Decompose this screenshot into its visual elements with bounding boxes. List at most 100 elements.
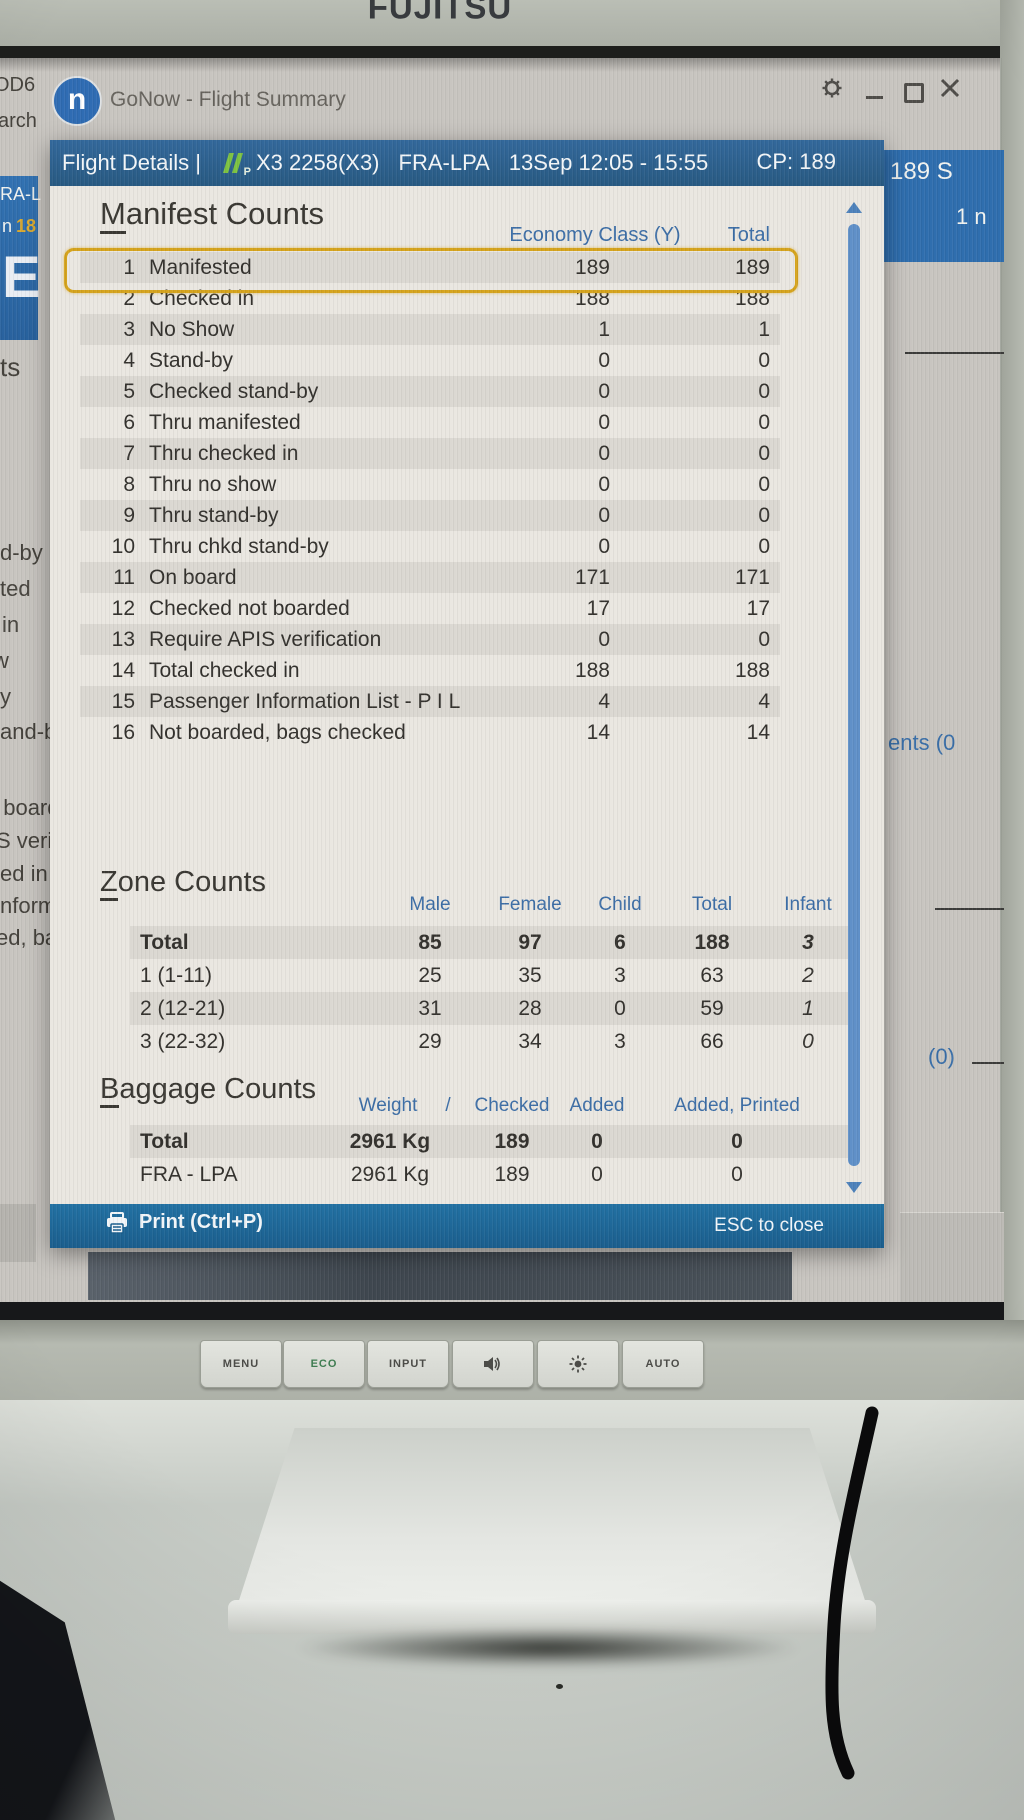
c-eco: 0 [598,628,610,651]
z5: 3 [802,931,814,954]
b1: 2961 Kg [350,1163,430,1186]
c-tot: 0 [758,473,770,496]
c-num: 13 [111,628,135,651]
manifest-row[interactable]: 6 Thru manifested 0 0 [80,407,780,438]
b4: 0 [731,1163,743,1186]
desk-speck [556,1684,563,1689]
manifest-row[interactable]: 1 Manifested 189 189 [80,252,780,283]
background-fragment: E [2,245,41,310]
scrollbar[interactable] [845,196,863,1196]
c-num: 10 [111,535,135,558]
manifest-row[interactable]: 12 Checked not boarded 17 17 [80,593,780,624]
c-eco: 14 [586,721,610,744]
c-tot: 189 [734,256,770,279]
background-dark-band [88,1252,792,1300]
z4: 66 [700,1030,724,1053]
dialog-header[interactable]: Flight Details | P X3 2258(X3) FRA-LPA 1… [50,140,884,186]
c-tot: 0 [758,349,770,372]
z0: 1 (1-11) [140,964,212,987]
z0: 2 (12-21) [140,997,226,1020]
background-gray-block [0,1204,36,1262]
c-tot: 0 [758,504,770,527]
manifest-row[interactable]: 3 No Show 1 1 [80,314,780,345]
manifest-row[interactable]: 10 Thru chkd stand-by 0 0 [80,531,780,562]
background-fragment: ts [0,352,21,382]
close-icon[interactable] [940,78,960,98]
monitor-top-bezel: FUJITSU [0,0,1024,52]
c-label: On board [149,566,237,589]
c-eco: 0 [598,411,610,434]
airline-logo-icon: P [220,150,251,178]
baggage-column-header: Added [569,1095,625,1116]
zone-column-header: Child [598,894,642,915]
background-fragment: in [2,612,20,637]
zone-column-header: Total [691,894,733,915]
window-title: GoNow - Flight Summary [110,88,346,111]
print-button[interactable]: Print (Ctrl+P) [105,1211,263,1234]
b0: FRA - LPA [140,1163,238,1186]
c-num: 6 [123,411,135,434]
baggage-counts-table: Weight / Checked Added Added, Printed Total 29… [130,1095,852,1191]
c-num: 3 [123,318,135,341]
manifest-row[interactable]: 5 Checked stand-by 0 0 [80,376,780,407]
background-fragment: OD6 [0,74,36,96]
c-tot: 171 [734,566,770,589]
scroll-up-arrow-icon[interactable] [846,202,862,213]
manifest-row[interactable]: 9 Thru stand-by 0 0 [80,500,780,531]
zone-row: 2 (12-21) 31 28 0 59 1 [130,992,852,1025]
monitor-button-menu: MENU [200,1340,282,1388]
manifest-row[interactable]: 14 Total checked in 188 188 [80,655,780,686]
manifest-row[interactable]: 16 Not boarded, bags checked 14 14 [80,717,780,748]
printer-icon [107,1211,127,1234]
monitor-brightness-icon [537,1340,619,1388]
z1: 85 [418,931,442,954]
manifest-counts-title: Manifest Counts [100,196,324,234]
z1: 31 [418,997,442,1020]
divider-line [905,352,1004,354]
window-titlebar[interactable]: n GoNow - Flight Summary [0,58,1004,126]
c-label: Checked stand-by [149,380,319,403]
background-fragment: 18 [16,216,37,236]
manifest-row[interactable]: 13 Require APIS verification 0 0 [80,624,780,655]
manifest-row[interactable]: 15 Passenger Information List - P I L 4 4 [80,686,780,717]
total-column-header: Total [727,224,770,246]
minimize-button[interactable] [866,96,883,99]
settings-gear-icon[interactable] [822,78,842,98]
manifest-row[interactable]: 7 Thru checked in 0 0 [80,438,780,469]
maximize-button[interactable] [904,83,924,103]
baggage-column-header: Weight [358,1095,418,1116]
z5: 2 [802,964,814,987]
manifest-title-rest: anifest Counts [125,196,324,231]
c-eco: 189 [574,256,610,279]
manifest-row[interactable]: 8 Thru no show 0 0 [80,469,780,500]
esc-to-close-hint: ESC to close [714,1215,824,1236]
manifest-row[interactable]: 4 Stand-by 0 0 [80,345,780,376]
flight-route: FRA-LPA [398,150,490,175]
c-tot: 4 [758,690,770,713]
c-tot: 1 [758,318,770,341]
baggage-counts-title: Baggage Counts [100,1073,317,1108]
z3: 6 [614,931,626,954]
background-fragment: arch [0,110,37,132]
c-eco: 0 [598,442,610,465]
zone-title-rest: one Counts [117,866,267,898]
manifest-row[interactable]: 11 On board 171 171 [80,562,780,593]
c-num: 1 [123,256,135,279]
background-fragment: y [0,684,11,709]
z5: 1 [802,997,814,1020]
b0: Total [140,1130,189,1153]
scrollbar-thumb[interactable] [848,224,860,1166]
z4: 59 [700,997,724,1020]
monitor-speaker-icon [452,1340,534,1388]
baggage-title-rest: aggage Counts [119,1073,317,1105]
scroll-down-arrow-icon[interactable] [846,1182,862,1193]
background-blue-panel-left [0,176,38,340]
background-fragment: (0) [928,1044,955,1069]
background-gray-panel [900,1212,1004,1302]
c-num: 12 [111,597,135,620]
manifest-title-underlined-letter: M [100,196,126,234]
background-fragment: ed in [0,861,48,886]
c-eco: 0 [598,473,610,496]
selected-row-highlight [64,248,798,293]
c-num: 15 [111,690,135,713]
